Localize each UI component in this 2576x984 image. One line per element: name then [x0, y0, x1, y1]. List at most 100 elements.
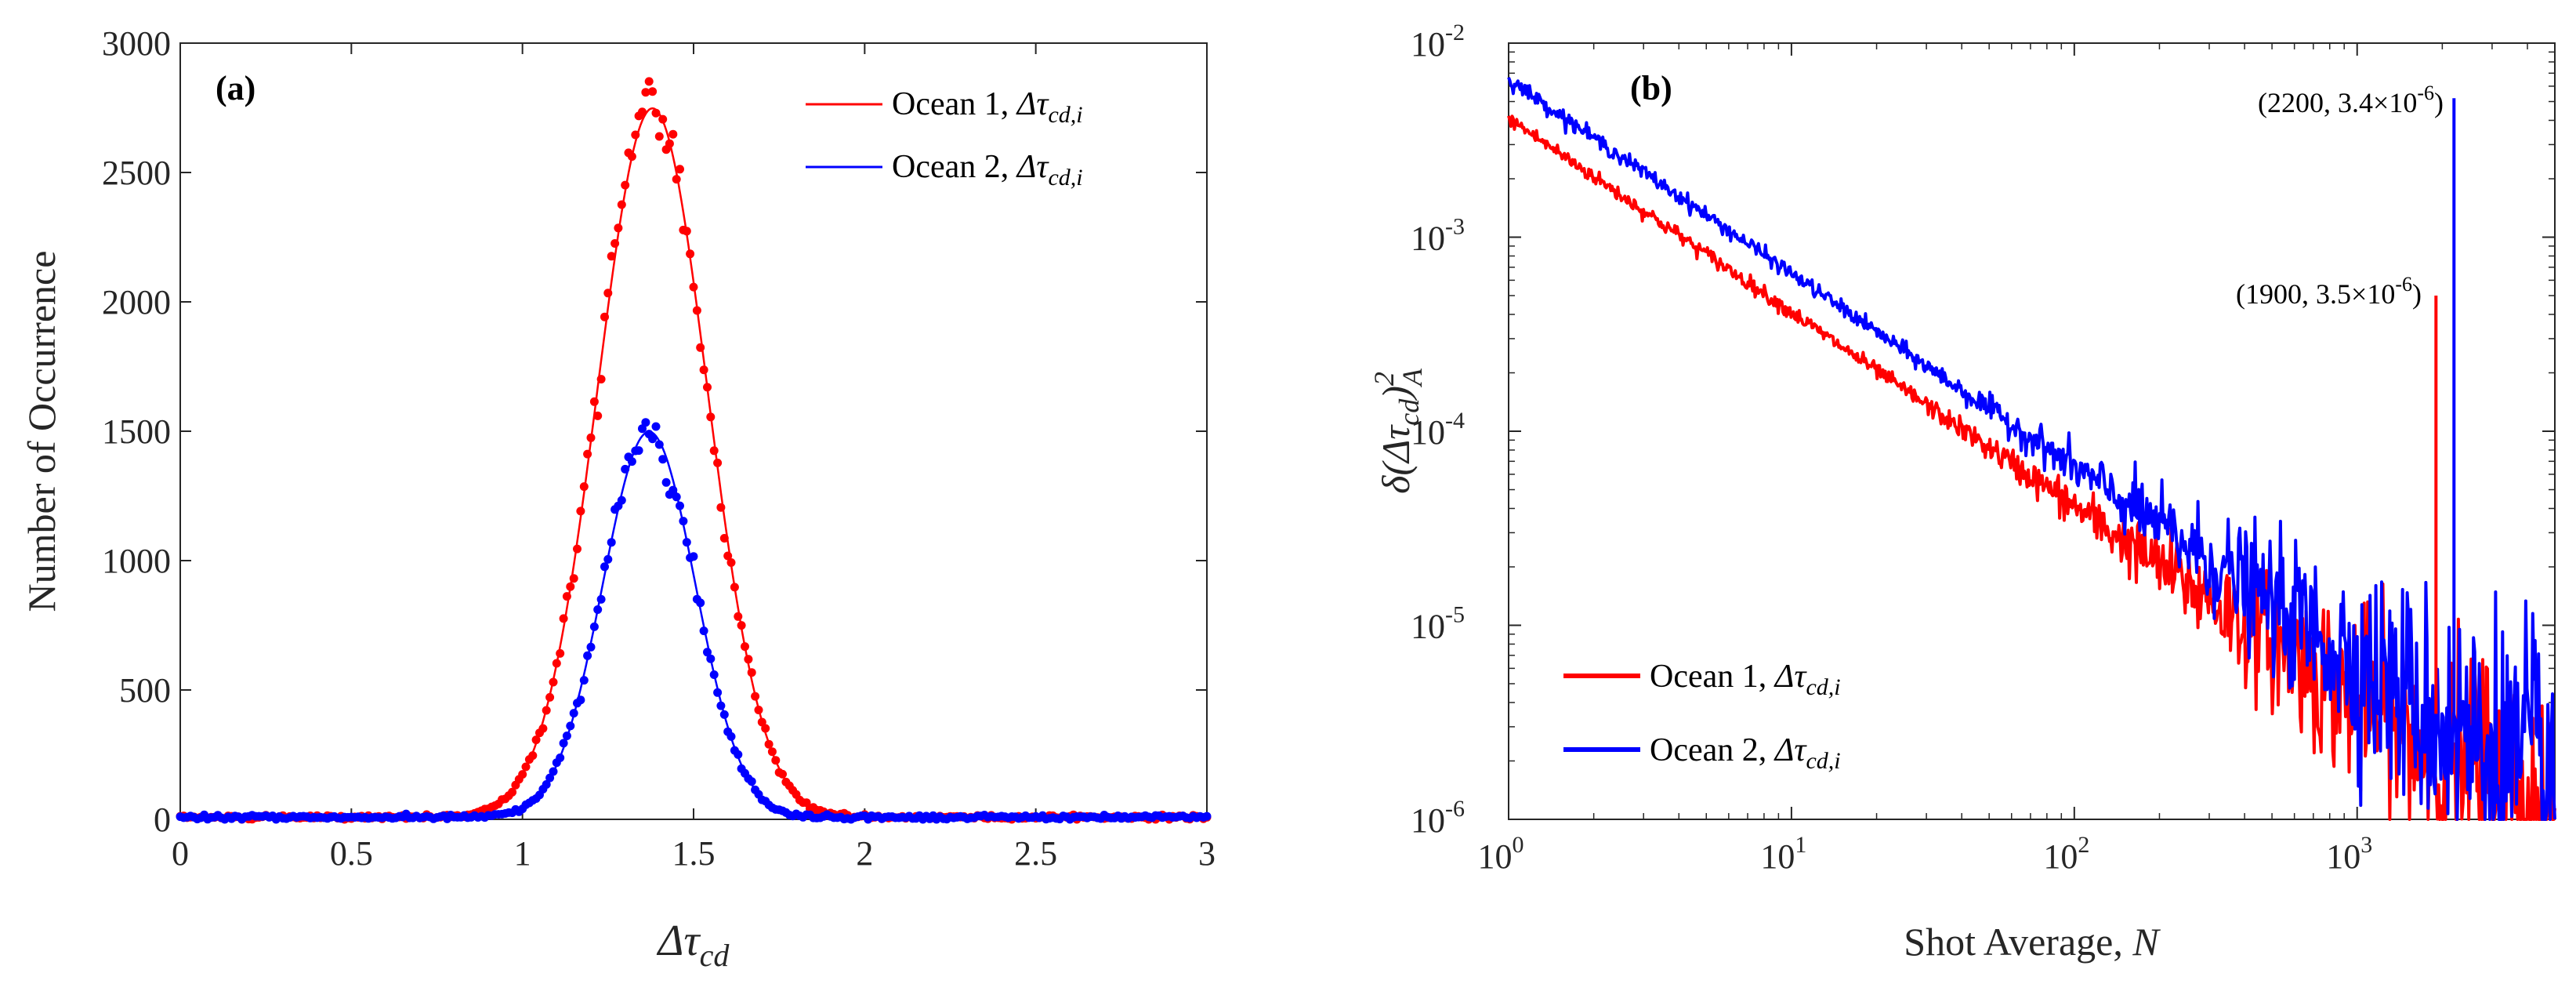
panel-a-x-tick-label: 2: [856, 834, 873, 873]
panel-a-x-axis-label-sub: cd: [700, 938, 730, 973]
panel-a-data-point-1: [730, 583, 739, 592]
panel-b-y-axis-label: δ(Δτcd)2A: [1368, 368, 1428, 494]
panel-a-x-tick-label: 3: [1198, 834, 1216, 873]
panel-a-data-point-2: [617, 496, 626, 505]
panel-a-data-point-1: [716, 503, 726, 512]
panel-a-data-point-2: [713, 688, 723, 697]
panel-a-data-point-1: [569, 574, 578, 583]
panel-a-data-point-1: [566, 582, 575, 591]
panel-a-data-point-1: [545, 692, 555, 702]
panel-a-data-point-1: [617, 200, 626, 209]
panel-a-data-point-1: [573, 544, 582, 554]
panel-b-y-tick-label: 10-6: [1411, 796, 1465, 840]
panel-a-data-point-1: [754, 706, 763, 714]
panel-a-data-point-1: [596, 375, 606, 384]
panel-b-legend-label-ocean1: Ocean 1, Δτcd,i: [1650, 659, 1841, 700]
panel-a-data-point-2: [603, 554, 613, 564]
panel-a-legend-label-ocean2: Ocean 2, Δτcd,i: [892, 149, 1083, 191]
panel-a-data-point-2: [586, 642, 596, 652]
panel-a-data-point-1: [778, 769, 787, 779]
panel-b-series-line-2: [1507, 77, 2556, 821]
panel-a-x-axis-label-symbol: Δτ: [657, 917, 701, 965]
panel-a-y-tick-label: 2000: [102, 283, 171, 321]
panel-a-data-point-1: [726, 558, 736, 567]
panel-a-data-point-1: [579, 482, 589, 492]
panel-b-annotation-ocean1: (1900, 3.5×10-6): [2236, 273, 2422, 310]
panel-b-y-axis-label-sub2: A: [1397, 368, 1428, 387]
panel-a-data-point-1: [747, 668, 756, 677]
panel-a-legend-label-ocean1: Ocean 1, Δτcd,i: [892, 86, 1083, 128]
panel-a-data-point-1: [508, 787, 517, 797]
panel-b-label: (b): [1630, 69, 1672, 107]
panel-a-data-point-1: [528, 751, 538, 761]
panel-b-y-axis-label-sub: cd: [1393, 398, 1425, 426]
panel-a-x-tick-label: 1.5: [672, 834, 716, 873]
panel-a-data-point-2: [638, 424, 647, 434]
panel-a-data-point-1: [638, 107, 647, 117]
panel-a-data-point-2: [719, 710, 729, 719]
panel-a-data-point-1: [665, 139, 674, 148]
panel-a-data-point-1: [723, 551, 733, 561]
panel-b-x-tick-label: 102: [2043, 832, 2089, 876]
panel-a-data-point-1: [709, 446, 719, 456]
panel-b-y-tick-label: 10-3: [1411, 214, 1465, 258]
panel-a-data-point-2: [716, 701, 726, 710]
panel-a-x-tick-label: 0.5: [330, 834, 373, 873]
panel-a-data-point-1: [552, 659, 561, 668]
panel-a-data-point-1: [518, 770, 527, 779]
panel-a-data-point-2: [651, 422, 661, 431]
panel-a-data-point-2: [593, 605, 603, 614]
panel-a-data-point-2: [549, 767, 558, 776]
panel-a-x-ticks: 0 0.5 1 1.5 2 2.5 3: [172, 43, 1216, 873]
panel-b: 100 101 102 103 10-6 10-5 10-4 10-3 10-2 (b) δ(…: [1368, 20, 2556, 964]
panel-b-annotation-ocean2: (2200, 3.4×10-6): [2258, 82, 2444, 118]
panel-b-x-tick-label: 100: [1478, 832, 1524, 876]
panel-b-y-tick-label: 10-2: [1411, 20, 1465, 64]
panel-a-data-point-1: [706, 412, 716, 422]
panel-a-data-point-1: [757, 717, 766, 727]
panel-a-data-point-1: [672, 175, 681, 184]
panel-a-data-point-2: [583, 651, 592, 660]
panel-a-data-point-2: [559, 739, 568, 748]
panel-a-data-point-1: [668, 129, 678, 139]
panel-a-data-point-1: [686, 249, 695, 259]
panel-a-data-point-2: [569, 709, 578, 718]
panel-a-data-point-2: [545, 773, 555, 782]
panel-a-data-point-2: [562, 732, 571, 740]
panel-a-x-tick-label: 0: [172, 834, 189, 873]
panel-a-data-point-1: [682, 227, 691, 236]
panel-a-data-point-2: [596, 594, 606, 604]
panel-a-data-point-2: [726, 732, 736, 741]
panel-a-data-point-1: [538, 724, 548, 733]
panel-a-data-point-1: [607, 252, 616, 261]
panel-a-data-point-1: [531, 735, 541, 745]
panel-a-data-point-1: [703, 383, 712, 392]
panel-a-data-point-2: [706, 654, 716, 663]
panel-a-data-point-2: [658, 455, 668, 464]
panel-a-data-point-1: [771, 756, 781, 765]
panel-a-data-point-1: [600, 312, 609, 321]
panel-a-y-axis-label: Number of Occurrence: [20, 251, 63, 612]
panel-b-x-tick-label: 101: [1760, 832, 1806, 876]
panel-a-data-point-1: [751, 692, 760, 701]
panel-a-y-ticks: 0 500 1000 1500 2000 2500 3000: [102, 24, 1207, 839]
panel-a-data-point-1: [651, 108, 661, 118]
panel-a-data-point-2: [648, 434, 658, 444]
panel-a: 0 0.5 1 1.5 2 2.5 3 0 500 1000 1500 2000 2500 3000 (…: [20, 24, 1216, 973]
panel-a-data-point-2: [566, 721, 575, 731]
panel-a-y-tick-label: 0: [154, 801, 171, 839]
panel-a-data-point-1: [654, 132, 664, 141]
panel-a-data-point-2: [676, 501, 684, 510]
panel-a-data-point-1: [576, 507, 585, 516]
panel-a-data-point-2: [679, 517, 688, 526]
panel-a-y-tick-label: 500: [119, 671, 171, 710]
panel-a-data-point-1: [627, 152, 636, 162]
panel-a-data-point-1: [648, 87, 658, 96]
panel-a-data-point-1: [734, 612, 743, 621]
panel-a-data-point-2: [627, 457, 636, 467]
panel-a-data-point-1: [610, 239, 620, 248]
panel-b-x-ticks: 100 101 102 103: [1478, 43, 2556, 876]
panel-a-series: [176, 77, 1212, 824]
panel-b-y-axis-label-sup: 2: [1368, 372, 1400, 386]
